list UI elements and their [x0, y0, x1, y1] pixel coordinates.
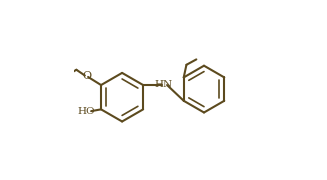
Text: O: O: [82, 71, 91, 81]
Text: HN: HN: [155, 80, 173, 89]
Text: HO: HO: [78, 107, 95, 116]
